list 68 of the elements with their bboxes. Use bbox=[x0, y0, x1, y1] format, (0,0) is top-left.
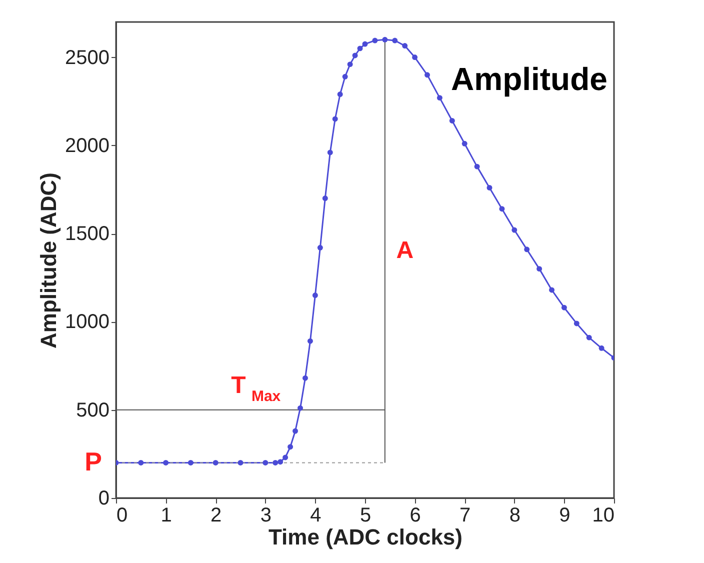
point bbox=[499, 206, 505, 212]
point bbox=[307, 338, 313, 344]
point bbox=[238, 460, 244, 466]
point bbox=[449, 118, 455, 124]
point bbox=[598, 345, 604, 351]
point bbox=[524, 246, 530, 252]
x-tick-label: 1 bbox=[160, 504, 172, 526]
ref-line-label: P bbox=[84, 446, 102, 477]
point bbox=[512, 227, 518, 233]
point bbox=[163, 460, 169, 466]
point bbox=[436, 95, 442, 101]
point bbox=[302, 375, 308, 381]
x-tick-label: 10 bbox=[592, 504, 614, 526]
x-tick-label: 2 bbox=[210, 504, 222, 526]
x-tick-label: 8 bbox=[509, 504, 520, 526]
x-tick-label: 6 bbox=[410, 504, 421, 526]
point bbox=[561, 304, 567, 310]
point bbox=[278, 459, 284, 465]
point bbox=[292, 428, 298, 434]
point bbox=[327, 150, 333, 156]
point bbox=[312, 292, 318, 298]
point bbox=[288, 444, 294, 450]
point bbox=[188, 460, 194, 466]
x-tick-label: 4 bbox=[310, 504, 322, 526]
point bbox=[462, 140, 468, 146]
point bbox=[574, 320, 580, 326]
point bbox=[536, 266, 542, 272]
point bbox=[282, 454, 288, 460]
x-axis-title: Time (ADC clocks) bbox=[268, 524, 462, 550]
point bbox=[549, 287, 554, 293]
y-tick-label: 2500 bbox=[65, 46, 110, 69]
point bbox=[372, 38, 378, 44]
x-tick-label: 5 bbox=[360, 504, 372, 526]
point bbox=[138, 460, 144, 466]
point bbox=[486, 184, 492, 190]
y-axis-title: Amplitude (ADC) bbox=[36, 172, 62, 348]
point bbox=[392, 38, 398, 44]
x-tick-label: 0 bbox=[116, 504, 128, 526]
point bbox=[342, 74, 348, 80]
ref-line-label: A bbox=[396, 237, 414, 264]
x-tick-label: 9 bbox=[559, 504, 570, 526]
y-tick-label: 0 bbox=[98, 488, 110, 510]
point bbox=[402, 43, 408, 49]
x-tick-label: 7 bbox=[460, 504, 471, 526]
x-tick-label: 3 bbox=[260, 504, 272, 526]
point bbox=[352, 52, 358, 58]
point bbox=[382, 36, 388, 42]
point bbox=[332, 116, 338, 122]
point bbox=[262, 460, 268, 466]
point bbox=[474, 164, 480, 170]
point bbox=[298, 405, 303, 411]
y-tick-label: 1000 bbox=[65, 311, 110, 334]
point bbox=[412, 54, 418, 60]
line-series bbox=[116, 36, 614, 466]
text: Amplitude bbox=[451, 61, 608, 97]
point bbox=[337, 92, 343, 98]
point bbox=[322, 196, 328, 202]
point bbox=[424, 72, 430, 78]
point bbox=[586, 334, 592, 340]
y-tick-label: 1500 bbox=[65, 223, 110, 246]
point bbox=[362, 41, 368, 47]
point bbox=[272, 460, 278, 466]
y-tick-label: 500 bbox=[76, 399, 110, 422]
point bbox=[317, 244, 323, 250]
point bbox=[357, 46, 363, 52]
point bbox=[347, 62, 353, 68]
y-tick-label: 2000 bbox=[65, 134, 110, 157]
point bbox=[212, 460, 218, 466]
